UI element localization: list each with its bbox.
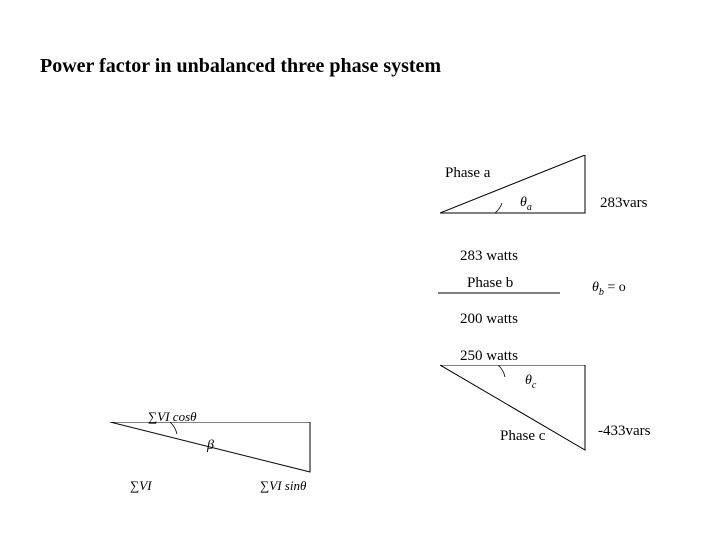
theta-c-symbol: θ [525, 373, 532, 388]
sum-vi-cos-text: VI cosθ [157, 409, 196, 424]
sum-vi-text: VI [139, 478, 151, 493]
beta-angle: β [207, 438, 214, 454]
theta-b-symbol: θ [592, 280, 599, 295]
phase-c-watts: 250 watts [460, 348, 518, 365]
phase-a-watts: 283 watts [460, 248, 518, 265]
page-title: Power factor in unbalanced three phase s… [40, 55, 441, 78]
theta-a-symbol: θ [520, 195, 527, 210]
phase-c-vars: -433vars [598, 423, 651, 440]
theta-a-sub: a [527, 202, 532, 213]
sum-vi-cos: ∑VI cosθ [148, 409, 197, 425]
phase-c-label: Phase c [500, 428, 545, 445]
phase-a-vars: 283vars [600, 195, 648, 212]
phase-b-theta: θb = o [592, 280, 626, 298]
phase-c-angle: θc [525, 373, 536, 391]
phase-a-angle: θa [520, 195, 532, 213]
theta-c-sub: c [532, 380, 536, 391]
sum-vi-sin: ∑VI sinθ [260, 478, 306, 494]
sum-vi: ∑VI [130, 478, 152, 494]
phase-b-line [438, 290, 568, 296]
theta-b-eq: = o [604, 280, 626, 295]
phase-a-label: Phase a [445, 165, 490, 182]
phase-b-watts: 200 watts [460, 311, 518, 328]
sum-vi-sin-text: VI sinθ [269, 478, 306, 493]
